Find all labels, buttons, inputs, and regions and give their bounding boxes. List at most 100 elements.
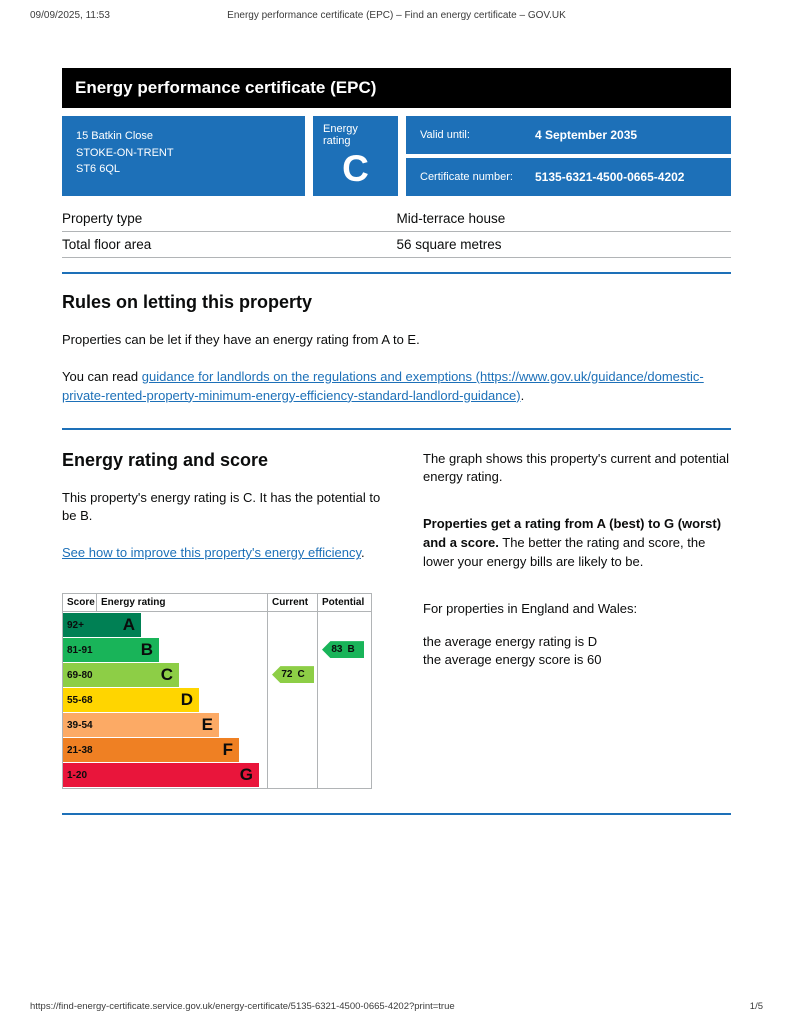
band-letter: F — [222, 740, 233, 760]
epc-band-bar-f: 21-38 F — [63, 738, 239, 763]
epc-band-row-f: 21-38 F — [63, 738, 267, 763]
current-rating-marker: 72 C — [272, 666, 314, 684]
improve-efficiency-link[interactable]: See how to improve this property's energ… — [62, 545, 361, 561]
print-url: https://find-energy-certificate.service.… — [30, 1001, 455, 1012]
band-score: 1-20 — [67, 769, 88, 781]
band-letter: D — [180, 690, 193, 710]
epc-band-row-a: 92+ A — [63, 613, 267, 638]
score-column-header: Score — [63, 594, 97, 612]
current-letter: C — [297, 669, 305, 681]
band-score: 69-80 — [67, 669, 93, 681]
epc-bands: 92+ A 81-91 B 69-80 — [63, 612, 267, 788]
certificate-number-value: 5135-6321-4500-0665-4202 — [535, 170, 685, 184]
landlord-guidance-link[interactable]: guidance for landlords on the regulation… — [62, 368, 704, 403]
page-content: Energy performance certificate (EPC) 15 … — [62, 68, 731, 816]
rating-right-column: The graph shows this property's current … — [423, 448, 731, 790]
rating-explainer-rest: The better the rating and score, the low… — [423, 535, 706, 569]
rating-explainer-paragraph: Properties get a rating from A (best) to… — [423, 515, 731, 572]
band-letter: C — [160, 665, 173, 685]
band-score: 92+ — [67, 619, 84, 631]
improve-paragraph: See how to improve this property's energ… — [62, 544, 390, 563]
valid-until-value: 4 September 2035 — [535, 128, 638, 142]
epc-band-bar-b: 81-91 B — [63, 638, 159, 663]
property-address: 15 Batkin Close STOKE-ON-TRENT ST6 6QL — [62, 116, 305, 196]
epc-band-row-c: 69-80 C — [63, 663, 267, 688]
rules-paragraph: Properties can be let if they have an en… — [62, 332, 420, 347]
current-rating-column: 72 C — [267, 612, 317, 789]
rating-heading: Energy rating and score — [62, 449, 269, 470]
epc-chart-body: 92+ A 81-91 B 69-80 — [63, 612, 371, 789]
paragraph-text: . — [360, 545, 365, 561]
band-letter: B — [140, 640, 153, 660]
band-letter: G — [239, 765, 253, 785]
epc-chart-header: Score Energy rating Current Potential — [63, 594, 371, 613]
certificate-title: Energy performance certificate (EPC) — [75, 78, 377, 97]
certificate-banner: Energy performance certificate (EPC) — [62, 68, 731, 108]
epc-rating-chart: Score Energy rating Current Potential 92… — [62, 593, 372, 790]
rating-column-header: Energy rating — [101, 597, 166, 609]
epc-band-row-e: 39-54 E — [63, 713, 267, 738]
paragraph-text: You can read — [62, 368, 142, 384]
potential-letter: B — [347, 644, 355, 656]
print-page-number: 1/5 — [749, 1001, 763, 1012]
print-doc-title: Energy performance certificate (EPC) – F… — [227, 10, 566, 21]
valid-until-row: Valid until: 4 September 2035 — [406, 116, 731, 154]
current-score: 72 — [281, 669, 293, 681]
graph-intro-paragraph: The graph shows this property's current … — [423, 450, 729, 485]
average-stats: the average energy rating is D the avera… — [423, 633, 731, 671]
rules-heading: Rules on letting this property — [62, 292, 313, 312]
rating-explainer-bold: Properties get a rating from A (best) to… — [423, 516, 722, 551]
energy-rating-label: Energy rating — [323, 123, 358, 147]
certificate-number-label: Certificate number: — [420, 171, 513, 183]
epc-band-bar-g: 1-20 G — [63, 763, 259, 788]
rating-summary-paragraph: This property's energy rating is C. It h… — [62, 489, 381, 524]
epc-band-row-g: 1-20 G — [63, 763, 267, 788]
section-divider — [62, 272, 731, 274]
epc-band-row-b: 81-91 B — [63, 638, 267, 663]
property-type-label: Property type — [62, 211, 143, 226]
band-letter: E — [201, 715, 213, 735]
potential-score: 83 — [331, 644, 343, 656]
band-score: 81-91 — [67, 644, 93, 656]
epc-band-bar-a: 92+ A — [63, 613, 141, 638]
certificate-summary: 15 Batkin Close STOKE-ON-TRENT ST6 6QL E… — [62, 116, 731, 196]
section-divider — [62, 813, 731, 816]
epc-band-bar-d: 55-68 D — [63, 688, 199, 713]
section-divider — [62, 427, 731, 430]
table-row: Total floor area 56 square metres — [62, 232, 731, 258]
potential-column-header: Potential — [317, 594, 371, 612]
print-header: 09/09/2025, 11:53 Energy performance cer… — [30, 10, 763, 21]
epc-band-row-d: 55-68 D — [63, 688, 267, 713]
rating-left-column: Energy rating and score This property's … — [62, 448, 390, 790]
band-letter: A — [122, 615, 135, 635]
address-line: 15 Batkin Close — [76, 130, 154, 142]
table-row: Property type Mid-terrace house — [62, 206, 731, 232]
current-column-header: Current — [267, 594, 317, 612]
epc-band-bar-c: 69-80 C — [63, 663, 179, 688]
average-rating-line: the average energy rating is D — [423, 633, 598, 649]
energy-rating-box: Energy rating C — [313, 116, 398, 196]
property-table: Property type Mid-terrace house Total fl… — [62, 206, 731, 258]
average-score-line: the average energy score is 60 — [423, 652, 602, 668]
address-line: STOKE-ON-TRENT — [76, 146, 174, 159]
energy-rating-section: Energy rating and score This property's … — [62, 448, 731, 790]
band-score: 39-54 — [67, 719, 93, 731]
print-datetime: 09/09/2025, 11:53 — [30, 10, 110, 21]
landlord-guidance-paragraph: You can read guidance for landlords on t… — [62, 368, 731, 406]
certificate-number-row: Certificate number: 5135-6321-4500-0665-… — [406, 158, 731, 196]
address-line: ST6 6QL — [76, 163, 121, 175]
floor-area-label: Total floor area — [62, 237, 152, 252]
paragraph-text: . — [520, 387, 525, 403]
epc-band-bar-e: 39-54 E — [63, 713, 219, 738]
england-wales-paragraph: For properties in England and Wales: — [423, 600, 638, 616]
band-score: 55-68 — [67, 694, 93, 706]
potential-rating-column: 83 B — [317, 612, 371, 789]
certificate-meta: Valid until: 4 September 2035 Certificat… — [406, 116, 731, 196]
energy-rating-letter: C — [342, 148, 369, 189]
floor-area-value: 56 square metres — [396, 237, 502, 252]
potential-rating-marker: 83 B — [322, 641, 364, 659]
property-type-value: Mid-terrace house — [396, 211, 506, 226]
valid-until-label: Valid until: — [420, 129, 470, 141]
print-footer: https://find-energy-certificate.service.… — [30, 1001, 763, 1012]
band-score: 21-38 — [67, 744, 93, 756]
